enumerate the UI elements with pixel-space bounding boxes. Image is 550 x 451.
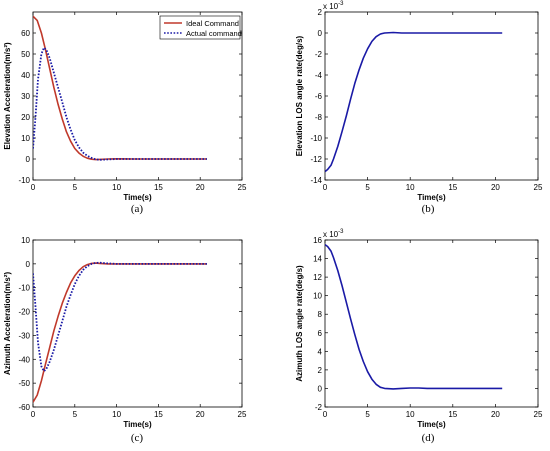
panel-caption: (d)	[422, 432, 435, 444]
y-tick-label: 40	[21, 71, 30, 80]
x-tick-label: 25	[238, 183, 247, 192]
y-tick-label: 0	[26, 155, 31, 164]
y-tick-label: 10	[21, 134, 30, 143]
y-tick-label: 50	[21, 50, 30, 59]
panel-b: 0 5 10 15 20 25 -14 -12 -10 -8 -6 -4 -2 0 2x 10-3 Time(…	[295, 1, 543, 215]
axis-multiplier: x 10-3	[323, 1, 344, 11]
y-tick-label: 2	[318, 8, 323, 17]
panel-a: 0 5 10 15 20 25-100102030405060Time(s)Elevati…	[3, 11, 247, 215]
series-line-0	[33, 15, 207, 161]
legend-label-0: Ideal Command	[186, 19, 239, 28]
y-axis-label: Elevation Acceleration(m/s²)	[3, 42, 12, 150]
axes-frame	[32, 11, 243, 181]
panel-caption: (a)	[131, 203, 144, 215]
axes-frame	[324, 239, 539, 408]
series-line-1	[33, 261, 207, 373]
y-tick-label: -2	[315, 50, 323, 59]
x-tick-label: 5	[365, 410, 370, 419]
series-line-1	[33, 46, 207, 161]
x-tick-label: 0	[323, 410, 328, 419]
x-tick-label: 0	[31, 410, 36, 419]
x-tick-label: 15	[448, 183, 457, 192]
axes-frame	[324, 11, 539, 181]
y-tick-label: -10	[310, 134, 322, 143]
y-tick-label: -10	[18, 284, 30, 293]
series-line-0	[325, 31, 503, 173]
x-axis-label: Time(s)	[417, 193, 446, 202]
y-tick-label: -40	[18, 355, 30, 364]
x-tick-label: 0	[323, 183, 328, 192]
panel-caption: (c)	[131, 432, 144, 444]
y-tick-label: 30	[21, 92, 30, 101]
y-tick-label: -4	[315, 71, 323, 80]
series-line-0	[325, 243, 503, 390]
y-tick-label: -10	[18, 176, 30, 185]
y-tick-label: -60	[18, 403, 30, 412]
x-axis-label: Time(s)	[417, 420, 446, 429]
y-tick-label: -14	[310, 176, 322, 185]
y-tick-label: -20	[18, 308, 30, 317]
x-tick-label: 15	[448, 410, 457, 419]
x-axis-label: Time(s)	[123, 420, 152, 429]
x-tick-label: 0	[31, 183, 36, 192]
y-axis-label: Azimuth Acceleration(m/s²)	[3, 272, 12, 376]
axes-frame	[32, 239, 243, 408]
legend-label-1: Actual command	[186, 29, 242, 38]
y-tick-label: -50	[18, 379, 30, 388]
y-tick-label: 20	[21, 113, 30, 122]
y-tick-label: 6	[318, 329, 323, 338]
x-tick-label: 10	[112, 183, 121, 192]
x-tick-label: 25	[534, 183, 543, 192]
x-tick-label: 10	[112, 410, 121, 419]
x-tick-label: 20	[196, 410, 205, 419]
y-tick-label: -12	[310, 155, 322, 164]
x-tick-label: 5	[73, 183, 78, 192]
y-tick-label: 0	[318, 384, 323, 393]
x-tick-label: 5	[73, 410, 78, 419]
axis-multiplier-base: x 10	[323, 2, 339, 11]
y-tick-label: 0	[26, 260, 31, 269]
y-tick-label: -30	[18, 331, 30, 340]
panel-caption: (b)	[422, 203, 435, 215]
axis-multiplier-exponent: -3	[338, 229, 344, 235]
x-tick-label: 20	[491, 183, 500, 192]
x-tick-label: 25	[238, 410, 247, 419]
y-tick-label: 10	[313, 292, 322, 301]
x-tick-label: 10	[406, 183, 415, 192]
y-tick-label: 4	[318, 347, 323, 356]
y-tick-label: 60	[21, 29, 30, 38]
axis-multiplier: x 10-3	[323, 229, 344, 239]
y-tick-label: -6	[315, 92, 323, 101]
y-tick-label: -2	[315, 403, 323, 412]
y-tick-label: -8	[315, 113, 323, 122]
y-tick-label: 12	[313, 273, 322, 282]
y-axis-label: Elevation LOS angle rate(deg/s)	[295, 35, 304, 156]
x-tick-label: 20	[196, 183, 205, 192]
x-tick-label: 10	[406, 410, 415, 419]
x-tick-label: 20	[491, 410, 500, 419]
axis-multiplier-exponent: -3	[338, 1, 344, 7]
y-tick-label: 0	[318, 29, 323, 38]
axis-multiplier-base: x 10	[323, 230, 339, 239]
y-tick-label: 14	[313, 255, 322, 264]
panel-c: 0 5 10 15 20 25-60-50-40-30-20-10010Time(s)Az…	[3, 236, 247, 444]
x-tick-label: 15	[154, 410, 163, 419]
x-tick-label: 15	[154, 183, 163, 192]
series-line-0	[33, 262, 207, 403]
y-tick-label: 10	[21, 236, 30, 245]
x-axis-label: Time(s)	[123, 193, 152, 202]
y-axis-label: Azimuth LOS angle rate(deg/s)	[295, 265, 304, 382]
x-tick-label: 5	[365, 183, 370, 192]
y-tick-label: 16	[313, 236, 322, 245]
x-tick-label: 25	[534, 410, 543, 419]
y-tick-label: 8	[318, 310, 323, 319]
y-tick-label: 2	[318, 366, 323, 375]
